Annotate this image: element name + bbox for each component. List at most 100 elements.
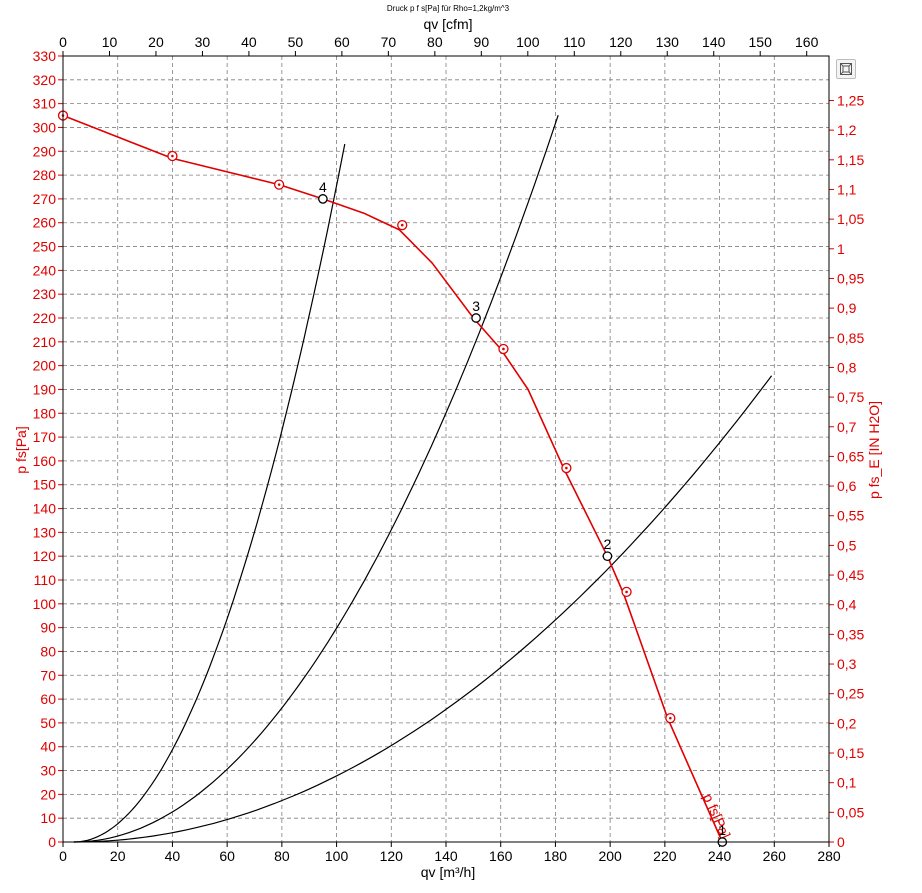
y-tick-label: 280 <box>33 167 57 183</box>
y2-tick-label: 0,55 <box>837 508 864 524</box>
y2-tick-label: 0,6 <box>837 478 857 494</box>
pressure-marker-dot <box>625 590 628 594</box>
y2-axis-title: p fs_E [IN H2O] <box>866 401 882 499</box>
y-tick-label: 320 <box>33 72 57 88</box>
system-curve <box>73 143 346 843</box>
x2-tick-label: 130 <box>656 34 680 50</box>
operating-points: 1 2 3 4 <box>318 179 728 847</box>
operating-point-label: 4 <box>319 179 327 195</box>
operating-point-label: 1 <box>718 822 726 838</box>
y-tick-label: 230 <box>33 286 57 302</box>
x2-tick-label: 110 <box>563 34 586 50</box>
y-tick-label: 100 <box>33 596 57 612</box>
y-tick-label: 20 <box>40 786 56 802</box>
y2-tick-label: 1,25 <box>837 92 864 108</box>
y2-tick-label: 0,1 <box>837 775 857 791</box>
y-tick-label: 110 <box>34 572 57 588</box>
y2-tick-label: 1 <box>837 241 845 257</box>
x-tick-label: 140 <box>434 848 458 864</box>
y2-tick-label: 0,4 <box>837 597 857 613</box>
pressure-curve-label: p fs[Pa] <box>700 791 734 841</box>
y2-tick-label: 0,15 <box>837 745 864 761</box>
x-tick-label: 80 <box>274 848 290 864</box>
y-tick-label: 300 <box>33 119 57 135</box>
y2-tick-label: 1,2 <box>837 122 857 138</box>
y-tick-label: 180 <box>33 405 57 421</box>
y-tick-label: 10 <box>40 810 56 826</box>
y2-tick-label: 0,45 <box>837 567 864 583</box>
x2-tick-label: 120 <box>609 34 633 50</box>
x2-tick-label: 90 <box>474 34 490 50</box>
y-tick-label: 90 <box>40 620 56 636</box>
y-tick-label: 290 <box>33 143 57 159</box>
y2-tick-label: 1,05 <box>837 211 864 227</box>
operating-point-label: 2 <box>604 536 612 552</box>
y2-tick-label: 0,65 <box>837 448 864 464</box>
y2-tick-label: 0,95 <box>837 270 864 286</box>
x2-tick-label: 60 <box>334 34 350 50</box>
y-tick-label: 40 <box>40 739 56 755</box>
y-tick-label: 80 <box>40 643 56 659</box>
y-tick-label: 30 <box>40 763 56 779</box>
x-tick-label: 40 <box>165 848 181 864</box>
y-tick-label: 140 <box>33 501 57 517</box>
x-tick-label: 160 <box>489 848 513 864</box>
x-tick-label: 0 <box>59 848 67 864</box>
operating-point-marker <box>602 551 613 562</box>
y2-tick-label: 0,8 <box>837 359 857 375</box>
y2-tick-label: 1,1 <box>837 181 857 197</box>
y-tick-label: 210 <box>33 334 57 350</box>
plot-frame <box>62 55 830 843</box>
x-tick-label: 20 <box>110 848 126 864</box>
system-curve <box>73 375 773 843</box>
y-tick-label: 70 <box>40 667 56 683</box>
x2-tick-label: 140 <box>702 34 726 50</box>
x-tick-label: 280 <box>817 848 841 864</box>
y-tick-label: 330 <box>33 48 57 64</box>
x2-tick-label: 150 <box>749 34 773 50</box>
x-tick-label: 240 <box>708 848 732 864</box>
y-tick-label: 250 <box>33 239 57 255</box>
operating-point-marker <box>471 313 481 323</box>
x2-tick-label: 30 <box>195 34 211 50</box>
y-axis-title: p fs[Pa] <box>13 426 29 473</box>
system-curve <box>73 115 559 843</box>
y-tick-label: 190 <box>33 381 57 397</box>
y-tick-label: 200 <box>33 358 57 374</box>
y-tick-label: 0 <box>48 834 56 850</box>
x2-tick-label: 40 <box>241 34 257 50</box>
y-tick-label: 270 <box>33 191 57 207</box>
y2-tick-label: 0,2 <box>837 715 857 731</box>
grid <box>63 56 829 842</box>
x-tick-label: 60 <box>219 848 235 864</box>
x-tick-label: 180 <box>544 848 568 864</box>
y2-tick-label: 0,85 <box>837 330 864 346</box>
x2-tick-label: 50 <box>288 34 304 50</box>
x2-tick-label: 100 <box>516 34 540 50</box>
y2-tick-label: 0,25 <box>837 686 864 702</box>
x-tick-label: 120 <box>380 848 404 864</box>
operating-point-label: 3 <box>472 298 480 314</box>
y-tick-label: 130 <box>33 524 57 540</box>
y2-tick-label: 0,75 <box>837 389 864 405</box>
pressure-marker-dot <box>565 466 568 470</box>
chart-title: Druck p f s[Pa] für Rho=1,2kg/m^3 <box>387 4 510 13</box>
pressure-marker-dot <box>669 716 672 720</box>
operating-point-marker <box>318 194 328 204</box>
y2-tick-label: 0,3 <box>837 656 857 672</box>
pressure-marker-dot <box>171 154 174 158</box>
x2-tick-label: 70 <box>381 34 397 50</box>
pressure-curve <box>62 114 724 843</box>
zoom-fit-button[interactable] <box>836 59 856 79</box>
y-tick-label: 260 <box>33 215 57 231</box>
axes: 0 20 40 60 80 100 120 140 160 180 200 220 240 260 2800… <box>33 34 865 864</box>
x-tick-label: 260 <box>763 848 787 864</box>
y2-tick-label: 0,35 <box>837 626 864 642</box>
y-tick-label: 220 <box>33 310 57 326</box>
y-tick-label: 240 <box>33 262 57 278</box>
x2-tick-label: 0 <box>59 34 67 50</box>
y-tick-label: 50 <box>40 715 56 731</box>
x-tick-label: 220 <box>653 848 677 864</box>
y2-tick-label: 0 <box>837 834 845 850</box>
